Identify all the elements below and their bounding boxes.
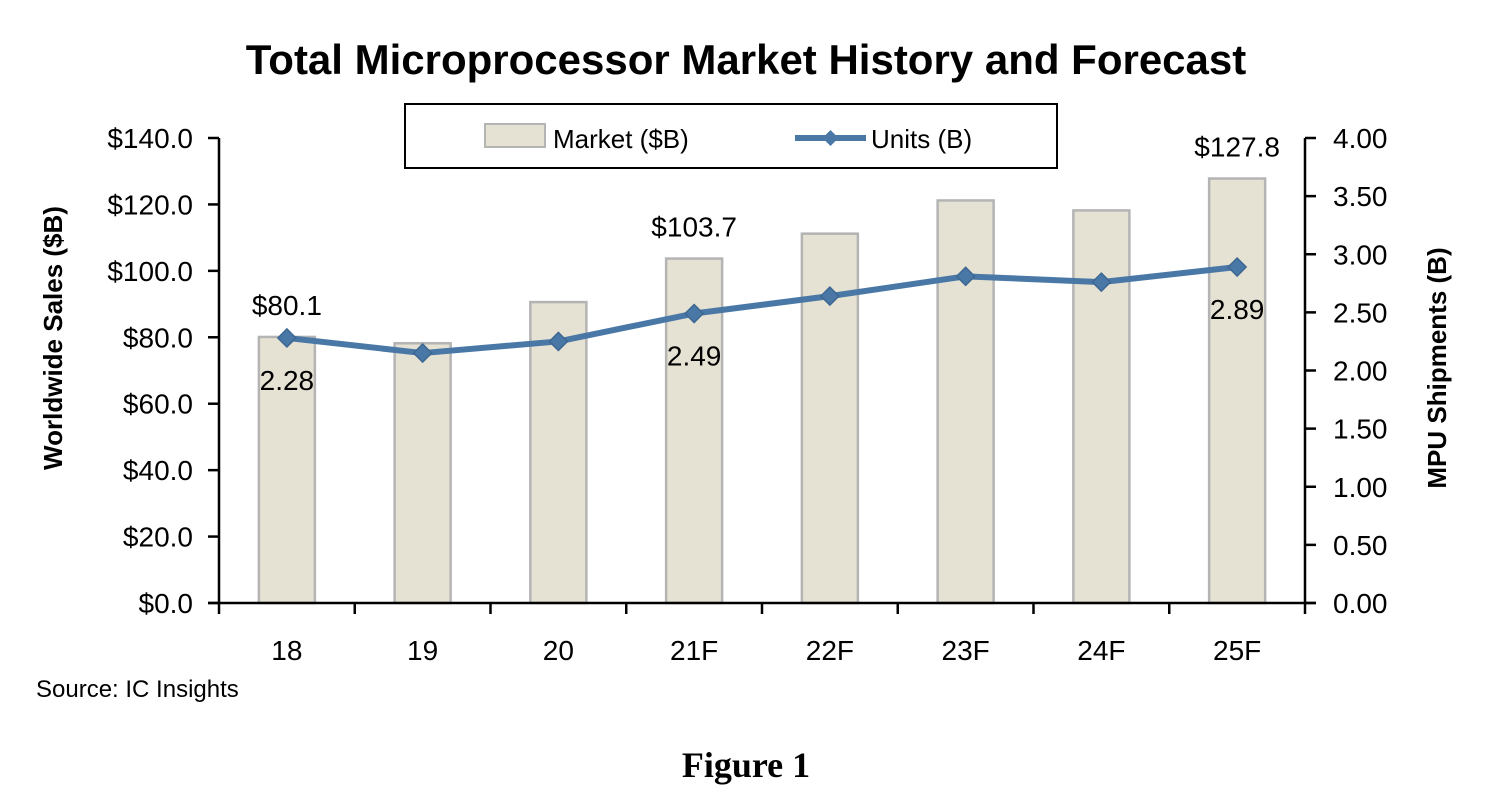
units-marker-19 [412,343,433,364]
legend-units-marker [822,130,839,146]
units-marker-20 [548,331,569,352]
bar-25F [1207,177,1267,605]
bar-20 [529,300,588,605]
right-tick-label: 2.50 [1333,297,1388,328]
x-tick-label-18: 18 [271,635,302,666]
x-tick-label-23F: 23F [942,635,990,666]
bar-23F [936,199,995,605]
x-axis: 18 19 20 21F 22F 23F 24F 25F [208,601,1316,666]
units-marker-22F [819,286,840,307]
right-tick-label: 0.50 [1333,530,1388,561]
bar-value-label: $103.7 [651,212,737,243]
units-line [286,264,1238,357]
bar-18 [257,335,317,605]
right-tick-label: 2.00 [1333,356,1388,387]
units-marker-25F [1227,256,1248,278]
units-line-group [276,256,1248,364]
units-marker-21F [684,303,705,324]
right-tick-label: 3.00 [1333,239,1388,270]
bar-24F [1072,209,1131,605]
bars-group [257,177,1267,605]
right-tick-label: 1.00 [1333,472,1388,503]
legend-market-label: Market ($B) [553,124,689,154]
bar-value-label: $127.8 [1194,132,1280,163]
legend: Market ($B) Units (B) [404,103,1058,169]
legend-market-swatch [484,123,546,148]
figure-caption: Figure 1 [681,745,811,785]
left-tick-label: $40.0 [123,455,193,486]
left-tick-label: $100.0 [107,256,193,287]
data-labels: $80.1 $103.7 $127.8 2.28 2.49 2.89 [252,132,1280,396]
y-axis-label: Worldwide Sales ($B) [38,206,68,470]
left-tick-label: $0.0 [139,588,194,619]
x-tick-label-21F: 21F [670,635,718,666]
x-tick-label-22F: 22F [806,635,854,666]
legend-units-label: Units (B) [871,124,972,154]
left-tick-label: $140.0 [107,123,193,154]
right-tick-label: 4.00 [1333,123,1388,154]
bar-19 [393,342,452,605]
units-marker-24F [1091,272,1112,293]
right-tick-label: 1.50 [1333,414,1388,445]
line-value-label: 2.28 [260,365,315,396]
x-tick-label-25F: 25F [1213,635,1261,666]
units-marker-23F [955,266,976,287]
line-value-label: 2.89 [1210,294,1265,325]
left-axis: $0.0 $20.0 $40.0 $60.0 $80.0 $100.0 $120.0 $140… [107,123,221,619]
right-tick-label: 0.00 [1333,588,1388,619]
left-tick-label: $80.0 [123,322,193,353]
bar-value-label: $80.1 [252,290,322,321]
left-tick-label: $60.0 [123,389,193,420]
x-tick-label-19: 19 [407,635,438,666]
chart-title: Total Microprocessor Market History and … [245,36,1247,83]
right-axis: 0.00 0.50 1.00 1.50 2.00 2.50 3.00 3.50 4.00 [1303,123,1388,619]
source-note: Source: IC Insights [36,676,239,703]
y2-axis-label: MPU Shipments (B) [1422,247,1452,488]
units-marker-18 [276,327,297,349]
x-tick-label-24F: 24F [1077,635,1125,666]
left-tick-label: $120.0 [107,189,193,220]
x-tick-label-20: 20 [543,635,574,666]
line-value-label: 2.49 [667,341,722,372]
left-tick-label: $20.0 [123,522,193,553]
right-tick-label: 3.50 [1333,181,1388,212]
